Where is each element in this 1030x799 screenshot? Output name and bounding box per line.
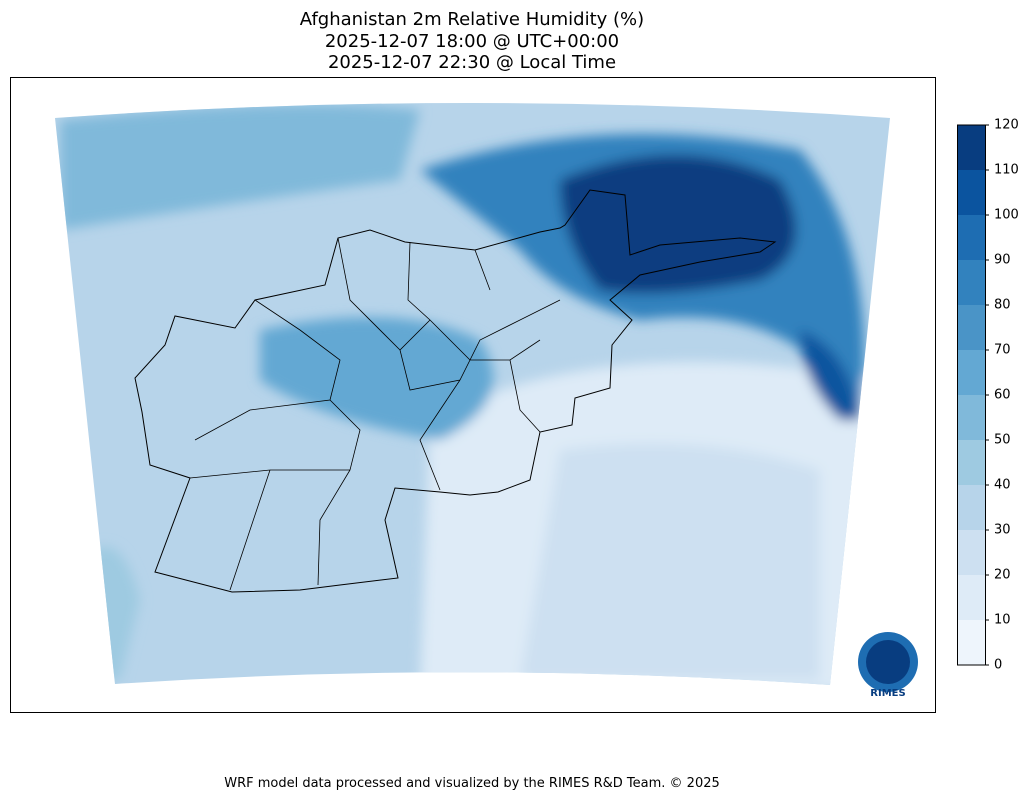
colorbar-tick-label: 20 [994, 568, 1011, 583]
title-line: 2025-12-07 22:30 @ Local Time [328, 52, 616, 73]
colorbar-tick-label: 80 [994, 298, 1011, 313]
colorbar-tick-label: 0 [994, 658, 1002, 673]
colorbar: 0 10 20 30 40 50 60 70 80 90 100 110 120 [957, 118, 1019, 673]
colorbar-tick-label: 100 [994, 208, 1019, 223]
colorbar-tick-label: 40 [994, 478, 1011, 493]
colorbar-tick-label: 30 [994, 523, 1011, 538]
colorbar-band [957, 305, 985, 350]
humidity-field [55, 103, 890, 685]
colorbar-band [957, 620, 985, 665]
map-frame [10, 77, 936, 713]
colorbar-tick-label: 50 [994, 433, 1011, 448]
colorbar-tick-label: 110 [994, 163, 1019, 178]
colorbar-band [957, 485, 985, 530]
colorbar-band [957, 440, 985, 485]
province-borders [189, 237, 561, 591]
colorbar-tick-label: 70 [994, 343, 1011, 358]
colorbar-tick-label: 120 [994, 118, 1019, 133]
logo-text: RIMES [870, 688, 905, 699]
colorbar-tick-label: 90 [994, 253, 1011, 268]
colorbar-band [957, 170, 985, 215]
country-border [134, 189, 777, 593]
colorbar-band [957, 350, 985, 395]
colorbar-band [957, 395, 985, 440]
title-line: Afghanistan 2m Relative Humidity (%) [300, 9, 644, 30]
colorbar-band [957, 260, 985, 305]
colorbar-band [957, 530, 985, 575]
footer: WRF model data processed and visualized … [224, 776, 720, 791]
colorbar-tick-label: 60 [994, 388, 1011, 403]
colorbar-tick-label: 10 [994, 613, 1011, 628]
colorbar-band [957, 215, 985, 260]
logo: RIMES [858, 632, 918, 699]
title-line: 2025-12-07 18:00 @ UTC+00:00 [325, 31, 619, 52]
colorbar-band [957, 125, 985, 170]
colorbar-band [957, 575, 985, 620]
